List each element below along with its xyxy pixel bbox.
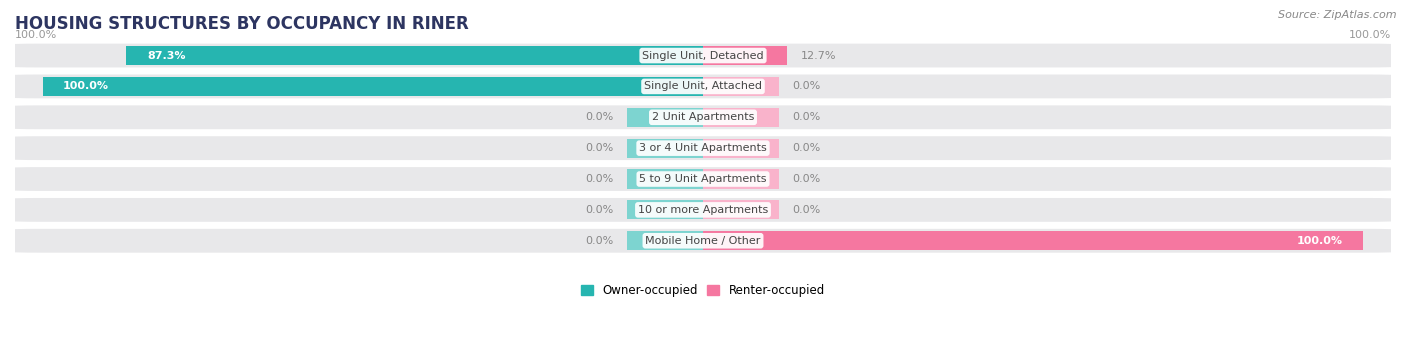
Bar [703, 138, 779, 158]
Text: 2 Unit Apartments: 2 Unit Apartments [652, 112, 754, 122]
Bar [703, 169, 779, 189]
Text: Single Unit, Attached: Single Unit, Attached [644, 81, 762, 91]
Text: 12.7%: 12.7% [800, 50, 837, 61]
Text: 100.0%: 100.0% [1348, 30, 1391, 40]
Bar [627, 108, 703, 127]
Bar [42, 77, 703, 96]
Text: 10 or more Apartments: 10 or more Apartments [638, 205, 768, 215]
Text: 0.0%: 0.0% [585, 236, 613, 246]
Text: Mobile Home / Other: Mobile Home / Other [645, 236, 761, 246]
Bar [703, 108, 779, 127]
FancyBboxPatch shape [8, 135, 1398, 161]
Bar [703, 200, 779, 220]
Text: 0.0%: 0.0% [793, 81, 821, 91]
FancyBboxPatch shape [8, 104, 1398, 130]
FancyBboxPatch shape [8, 73, 1398, 99]
Text: 5 to 9 Unit Apartments: 5 to 9 Unit Apartments [640, 174, 766, 184]
Text: 87.3%: 87.3% [148, 50, 186, 61]
Text: Source: ZipAtlas.com: Source: ZipAtlas.com [1278, 10, 1396, 20]
FancyBboxPatch shape [8, 197, 1398, 223]
Text: 0.0%: 0.0% [585, 174, 613, 184]
Bar [627, 200, 703, 220]
Text: 100.0%: 100.0% [1296, 236, 1343, 246]
Text: 100.0%: 100.0% [15, 30, 58, 40]
Text: 3 or 4 Unit Apartments: 3 or 4 Unit Apartments [640, 143, 766, 153]
Text: Single Unit, Detached: Single Unit, Detached [643, 50, 763, 61]
Bar [703, 77, 779, 96]
Bar [627, 231, 703, 250]
Text: 0.0%: 0.0% [793, 143, 821, 153]
Text: 100.0%: 100.0% [63, 81, 110, 91]
Bar [627, 169, 703, 189]
Bar [703, 46, 787, 65]
Text: 0.0%: 0.0% [585, 143, 613, 153]
Bar [127, 46, 703, 65]
FancyBboxPatch shape [8, 43, 1398, 69]
Bar [703, 231, 1364, 250]
FancyBboxPatch shape [8, 228, 1398, 254]
Bar [627, 138, 703, 158]
Legend: Owner-occupied, Renter-occupied: Owner-occupied, Renter-occupied [576, 279, 830, 302]
Text: 0.0%: 0.0% [793, 112, 821, 122]
Text: 0.0%: 0.0% [585, 112, 613, 122]
Text: 0.0%: 0.0% [585, 205, 613, 215]
FancyBboxPatch shape [8, 166, 1398, 192]
Text: 0.0%: 0.0% [793, 205, 821, 215]
Text: 0.0%: 0.0% [793, 174, 821, 184]
Text: HOUSING STRUCTURES BY OCCUPANCY IN RINER: HOUSING STRUCTURES BY OCCUPANCY IN RINER [15, 15, 468, 33]
